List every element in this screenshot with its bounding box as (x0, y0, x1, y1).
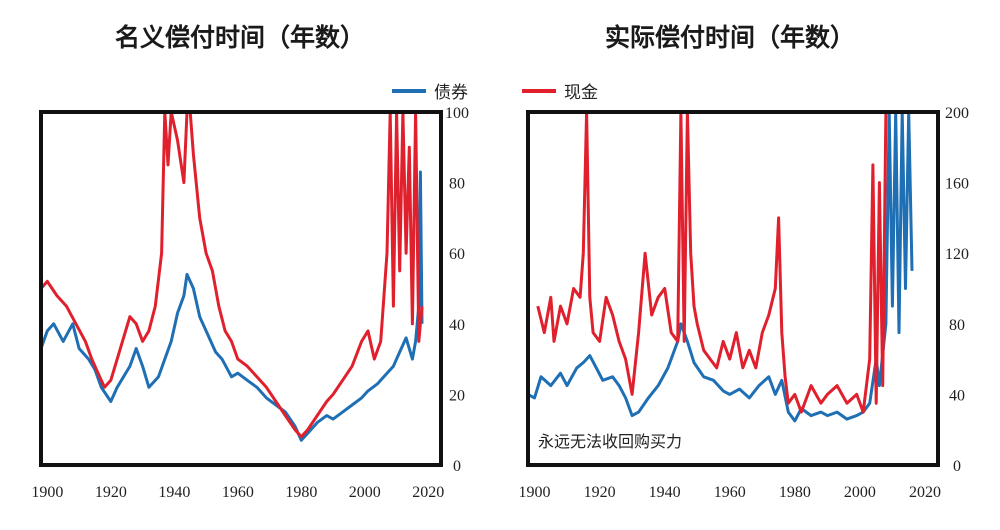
y-tick-label-right: 160 (945, 176, 969, 193)
legend-item-cash: 现金 (522, 78, 598, 103)
legend-label-cash: 现金 (564, 83, 598, 103)
plot-frame-right (526, 110, 940, 467)
y-tick-label-left: 20 (449, 387, 465, 404)
x-tick-label-left: 1940 (158, 484, 190, 501)
series-line-bonds-left (41, 170, 424, 442)
x-tick-label-right: 1940 (649, 484, 681, 501)
x-tick-label-left: 1960 (222, 484, 254, 501)
legend-label-bonds: 债券 (434, 83, 468, 103)
y-tick-label-left: 100 (445, 105, 469, 122)
y-tick-label-left: 80 (449, 176, 465, 193)
annotation-text: 永远无法收回购买力 (538, 432, 682, 451)
chart-title-left: 名义偿付时间（年数） (114, 23, 365, 52)
x-tick-label-right: 1900 (519, 484, 551, 501)
y-tick-label-right: 0 (953, 458, 961, 475)
y-tick-label-right: 80 (949, 317, 965, 334)
legend-item-bonds: 债券 (392, 78, 468, 103)
x-tick-label-right: 1920 (584, 484, 616, 501)
chart-title-right: 实际偿付时间（年数） (604, 23, 855, 52)
legend-swatch-cash (522, 88, 556, 93)
y-tick-label-right: 120 (945, 246, 969, 263)
plot-frame-left (39, 110, 443, 467)
series-line-bonds-right (528, 112, 914, 423)
x-tick-label-left: 1920 (95, 484, 127, 501)
series-line-cash-left (41, 112, 424, 439)
y-tick-label-left: 40 (449, 317, 465, 334)
legend-swatch-bonds (392, 88, 426, 93)
y-tick-label-left: 60 (449, 246, 465, 263)
y-tick-label-left: 0 (453, 458, 461, 475)
x-tick-label-right: 1960 (714, 484, 746, 501)
x-tick-label-left: 2020 (412, 484, 444, 501)
x-tick-label-left: 2000 (349, 484, 381, 501)
x-tick-label-left: 1900 (31, 484, 63, 501)
y-tick-label-right: 200 (945, 105, 969, 122)
x-tick-label-right: 2020 (909, 484, 941, 501)
series-line-cash-right (536, 112, 890, 414)
x-tick-label-right: 1980 (779, 484, 811, 501)
y-tick-label-right: 40 (949, 387, 965, 404)
x-tick-label-left: 1980 (285, 484, 317, 501)
x-tick-label-right: 2000 (844, 484, 876, 501)
